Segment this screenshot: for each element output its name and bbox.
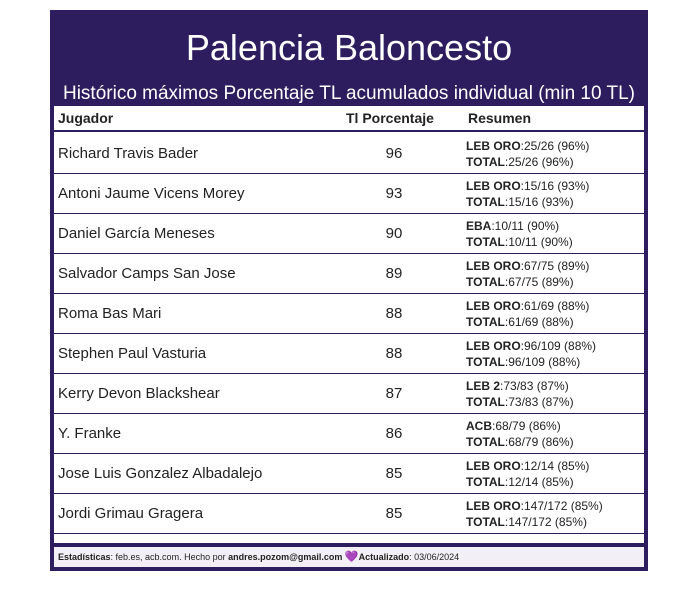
player-summary: LEB ORO:12/14 (85%) TOTAL:12/14 (85%): [466, 458, 589, 490]
summary-total-value: :67/75 (89%): [504, 275, 574, 289]
summary-league-value: :15/16 (93%): [520, 179, 590, 193]
table-row: Richard Travis Bader 96 LEB ORO:25/26 (96%…: [54, 134, 644, 174]
summary-total-label: TOTAL: [466, 235, 505, 249]
summary-league: LEB ORO: [466, 499, 521, 513]
player-name: Antoni Jaume Vicens Morey: [58, 185, 245, 202]
player-summary: LEB ORO:147/172 (85%) TOTAL:147/172 (85%): [466, 498, 603, 530]
player-percentage: 88: [385, 345, 403, 362]
summary-league-value: :68/79 (86%): [492, 419, 561, 433]
column-header-resumen: Resumen: [468, 110, 532, 126]
summary-league-value: :10/11 (90%): [491, 219, 560, 233]
summary-total-label: TOTAL: [466, 315, 505, 329]
footer-updated-label: Actualizado: [358, 552, 410, 562]
summary-league: LEB ORO: [466, 259, 521, 273]
report-card: Palencia Baloncesto Histórico máximos Po…: [50, 10, 648, 571]
player-name: Stephen Paul Vasturia: [58, 345, 207, 362]
summary-total-label: TOTAL: [466, 155, 505, 169]
table-row: Kerry Devon Blackshear 87 LEB 2:73/83 (87%…: [54, 374, 644, 414]
footer-stats-text: : feb.es, acb.com. Hecho por: [110, 552, 229, 562]
table-body: Richard Travis Bader 96 LEB ORO:25/26 (96%…: [54, 134, 644, 534]
summary-league: ACB: [466, 419, 492, 433]
player-summary: LEB ORO:67/75 (89%) TOTAL:67/75 (89%): [466, 258, 589, 290]
summary-total-label: TOTAL: [466, 355, 505, 369]
player-summary: LEB 2:73/83 (87%) TOTAL:73/83 (87%): [466, 378, 574, 410]
player-percentage: 86: [385, 425, 403, 442]
player-summary: LEB ORO:25/26 (96%) TOTAL:25/26 (96%): [466, 138, 589, 170]
player-name: Y. Franke: [58, 425, 122, 442]
player-name: Jose Luis Gonzalez Albadalejo: [58, 465, 263, 482]
player-summary: ACB:68/79 (86%) TOTAL:68/79 (86%): [466, 418, 574, 450]
table-row: Jordi Grimau Gragera 85 LEB ORO:147/172 (8…: [54, 494, 644, 534]
player-percentage: 87: [385, 385, 403, 402]
summary-total-value: :15/16 (93%): [504, 195, 574, 209]
summary-total-label: TOTAL: [466, 195, 505, 209]
page-subtitle: Histórico máximos Porcentaje TL acumulad…: [62, 83, 635, 104]
player-percentage: 85: [385, 465, 403, 482]
player-name: Richard Travis Bader: [58, 145, 199, 162]
player-percentage: 85: [385, 505, 403, 522]
player-summary: EBA:10/11 (90%) TOTAL:10/11 (90%): [466, 218, 573, 250]
summary-league-value: :25/26 (96%): [520, 139, 590, 153]
summary-total-label: TOTAL: [466, 395, 505, 409]
summary-league: LEB ORO: [466, 459, 521, 473]
table-row: Daniel García Meneses 90 EBA:10/11 (90%) TO…: [54, 214, 644, 254]
table-row: Salvador Camps San Jose 89 LEB ORO:67/75 (…: [54, 254, 644, 294]
summary-total-label: TOTAL: [466, 275, 505, 289]
player-summary: LEB ORO:61/69 (88%) TOTAL:61/69 (88%): [466, 298, 589, 330]
summary-league: LEB ORO: [466, 339, 521, 353]
summary-league-value: :96/109 (88%): [520, 339, 597, 353]
summary-total-value: :25/26 (96%): [504, 155, 574, 169]
summary-league: EBA: [466, 219, 492, 233]
summary-total-label: TOTAL: [466, 475, 505, 489]
footer-updated-text: : 03/06/2024: [409, 552, 460, 562]
player-percentage: 96: [385, 145, 403, 162]
player-summary: LEB ORO:15/16 (93%) TOTAL:15/16 (93%): [466, 178, 589, 210]
player-name: Daniel García Meneses: [58, 225, 215, 242]
table-row: Antoni Jaume Vicens Morey 93 LEB ORO:15/16…: [54, 174, 644, 214]
player-name: Salvador Camps San Jose: [58, 265, 236, 282]
summary-total-value: :68/79 (86%): [504, 435, 574, 449]
summary-total-value: :147/172 (85%): [504, 515, 587, 529]
summary-league: LEB ORO: [466, 139, 521, 153]
player-percentage: 88: [385, 305, 403, 322]
table-row: Jose Luis Gonzalez Albadalejo 85 LEB ORO:1…: [54, 454, 644, 494]
summary-league: LEB ORO: [466, 179, 521, 193]
column-header-porcentaje: Tl Porcentaje: [346, 110, 434, 126]
stats-table: Jugador Tl Porcentaje Resumen Richard Tr…: [54, 106, 644, 543]
table-row: Stephen Paul Vasturia 88 LEB ORO:96/109 (8…: [54, 334, 644, 374]
player-name: Jordi Grimau Gragera: [58, 505, 204, 522]
summary-total-value: :73/83 (87%): [504, 395, 574, 409]
page-title: Palencia Baloncesto: [185, 27, 513, 68]
summary-league-value: :147/172 (85%): [520, 499, 603, 513]
summary-league-value: :67/75 (89%): [520, 259, 590, 273]
summary-league: LEB 2: [466, 379, 501, 393]
summary-league: LEB ORO: [466, 299, 521, 313]
player-percentage: 93: [385, 185, 403, 202]
player-percentage: 90: [385, 225, 403, 242]
summary-total-value: :96/109 (88%): [504, 355, 581, 369]
summary-total-value: :10/11 (90%): [504, 235, 573, 249]
table-row: Roma Bas Mari 88 LEB ORO:61/69 (88%) TOTAL:…: [54, 294, 644, 334]
summary-league-value: :61/69 (88%): [520, 299, 590, 313]
player-summary: LEB ORO:96/109 (88%) TOTAL:96/109 (88%): [466, 338, 596, 370]
table-row: Y. Franke 86 ACB:68/79 (86%) TOTAL:68/79 (8…: [54, 414, 644, 454]
footer: Estadísticas: feb.es, acb.com. Hecho por…: [54, 547, 644, 567]
summary-league-value: :12/14 (85%): [520, 459, 590, 473]
player-percentage: 89: [385, 265, 403, 282]
summary-total-label: TOTAL: [466, 435, 505, 449]
summary-total-label: TOTAL: [466, 515, 505, 529]
footer-stats-label: Estadísticas: [58, 552, 111, 562]
summary-total-value: :12/14 (85%): [504, 475, 574, 489]
summary-league-value: :73/83 (87%): [500, 379, 569, 393]
footer-author: andres.pozom@gmail.com: [228, 552, 343, 562]
heart-icon: 💜: [344, 551, 359, 563]
player-name: Kerry Devon Blackshear: [58, 385, 220, 402]
table-header: Jugador Tl Porcentaje Resumen: [54, 106, 644, 132]
column-header-jugador: Jugador: [58, 110, 114, 126]
player-name: Roma Bas Mari: [58, 305, 162, 322]
summary-total-value: :61/69 (88%): [504, 315, 574, 329]
